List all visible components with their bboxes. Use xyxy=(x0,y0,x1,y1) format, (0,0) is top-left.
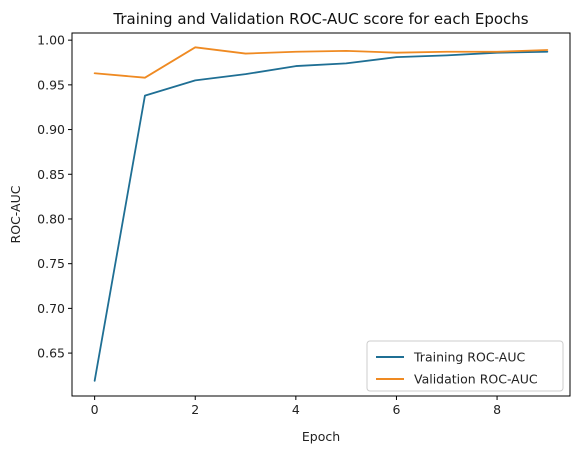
x-tick-label: 6 xyxy=(392,402,400,417)
y-tick-label: 0.85 xyxy=(37,167,65,182)
legend-label-training: Training ROC-AUC xyxy=(413,350,525,365)
x-axis: 0 2 4 6 8 xyxy=(91,396,501,417)
chart-title: Training and Validation ROC-AUC score fo… xyxy=(112,10,528,28)
y-axis-label: ROC-AUC xyxy=(8,185,23,243)
x-tick-label: 2 xyxy=(191,402,199,417)
y-tick-label: 0.80 xyxy=(37,211,65,226)
legend: Training ROC-AUC Validation ROC-AUC xyxy=(366,340,564,392)
y-tick-label: 0.95 xyxy=(37,77,65,92)
plot-area xyxy=(71,32,571,397)
y-tick-label: 0.65 xyxy=(37,346,65,361)
x-tick-label: 0 xyxy=(91,402,99,417)
y-tick-label: 1.00 xyxy=(37,33,65,48)
legend-label-validation: Validation ROC-AUC xyxy=(414,372,538,387)
legend-box xyxy=(366,340,564,392)
x-axis-label: Epoch xyxy=(302,429,340,444)
y-tick-label: 0.75 xyxy=(37,256,65,271)
training-series-line xyxy=(93,50,549,382)
y-tick-label: 0.90 xyxy=(37,122,65,137)
x-tick-label: 8 xyxy=(493,402,501,417)
y-tick-label: 0.70 xyxy=(37,301,65,316)
series-layer xyxy=(93,46,549,382)
x-tick-label: 4 xyxy=(292,402,300,417)
validation-series-line xyxy=(93,46,549,79)
y-axis: 0.65 0.70 0.75 0.80 0.85 0.90 0.95 1.00 xyxy=(37,33,72,361)
